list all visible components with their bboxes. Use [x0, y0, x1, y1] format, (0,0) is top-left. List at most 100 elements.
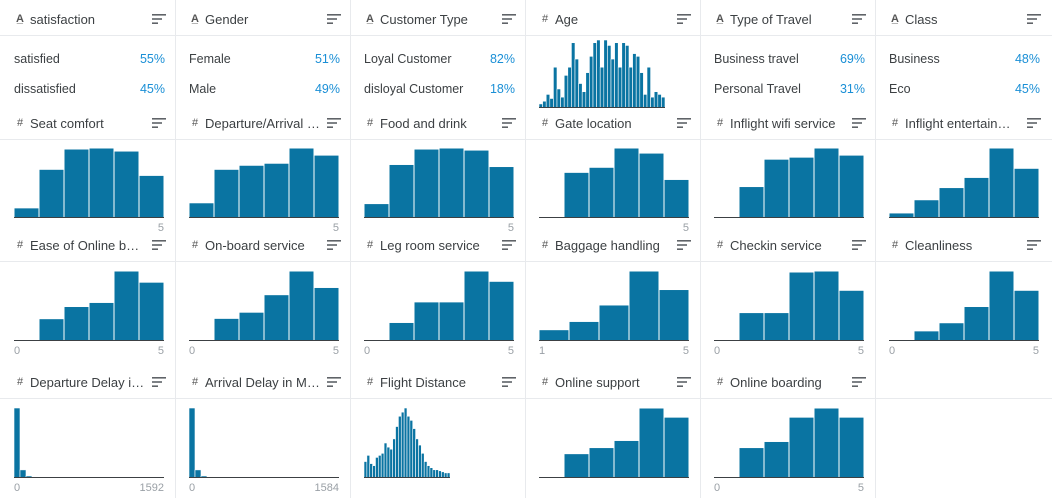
- column-header-cleanliness[interactable]: # Cleanliness: [875, 228, 1050, 262]
- histogram-bar[interactable]: [938, 187, 965, 218]
- histogram-bar[interactable]: [386, 446, 391, 478]
- histogram-bar[interactable]: [563, 171, 590, 218]
- histogram-bar[interactable]: [389, 448, 393, 478]
- histogram-bar[interactable]: [380, 452, 385, 478]
- histogram-bar[interactable]: [213, 168, 240, 218]
- histogram-bar[interactable]: [788, 156, 815, 218]
- histogram-bar[interactable]: [988, 147, 1015, 218]
- histogram-bar[interactable]: [378, 455, 382, 478]
- histogram-bar[interactable]: [423, 461, 428, 478]
- histogram-bar[interactable]: [628, 66, 633, 108]
- histogram-bar[interactable]: [238, 311, 265, 341]
- histogram-bar[interactable]: [663, 178, 689, 218]
- histogram-bar[interactable]: [38, 168, 65, 218]
- histogram-bar[interactable]: [635, 56, 641, 108]
- column-header-inflight-entertainment[interactable]: # Inflight entertainment: [875, 106, 1050, 140]
- column-menu-icon[interactable]: [851, 375, 867, 389]
- histogram-bar[interactable]: [366, 455, 371, 478]
- column-menu-icon[interactable]: [676, 12, 692, 26]
- column-menu-icon[interactable]: [676, 238, 692, 252]
- histogram-bar[interactable]: [488, 280, 514, 341]
- histogram-bar[interactable]: [388, 321, 415, 341]
- histogram-bar[interactable]: [813, 270, 840, 341]
- column-header-gate-location[interactable]: # Gate location: [525, 106, 700, 140]
- column-header-flight-distance[interactable]: # Flight Distance: [350, 365, 525, 399]
- histogram-bar[interactable]: [19, 469, 27, 478]
- histogram-bar[interactable]: [963, 306, 990, 341]
- histogram-bar[interactable]: [589, 56, 594, 108]
- column-menu-icon[interactable]: [851, 238, 867, 252]
- histogram-bar[interactable]: [288, 147, 315, 218]
- histogram-bar[interactable]: [567, 66, 572, 108]
- column-menu-icon[interactable]: [676, 116, 692, 130]
- histogram-bar[interactable]: [189, 407, 196, 478]
- column-menu-icon[interactable]: [501, 238, 517, 252]
- column-header-seat-comfort[interactable]: # Seat comfort: [0, 106, 175, 140]
- column-header-class[interactable]: A̲ Class: [875, 2, 1050, 36]
- histogram-bar[interactable]: [1013, 167, 1039, 218]
- histogram-bar[interactable]: [592, 42, 597, 108]
- histogram-bar[interactable]: [398, 415, 402, 478]
- column-header-age[interactable]: # Age: [525, 2, 700, 36]
- histogram-bar[interactable]: [788, 416, 815, 478]
- histogram-bar[interactable]: [938, 322, 965, 341]
- histogram-bar[interactable]: [88, 301, 115, 341]
- histogram-bar[interactable]: [838, 416, 864, 478]
- histogram-bar[interactable]: [413, 148, 440, 218]
- histogram-bar[interactable]: [238, 164, 265, 218]
- histogram-bar[interactable]: [263, 294, 290, 341]
- column-menu-icon[interactable]: [1026, 12, 1042, 26]
- column-menu-icon[interactable]: [151, 238, 167, 252]
- column-menu-icon[interactable]: [326, 116, 342, 130]
- histogram-bar[interactable]: [788, 271, 815, 341]
- histogram-bar[interactable]: [617, 66, 623, 108]
- histogram-bar[interactable]: [426, 465, 431, 478]
- column-header-arrival-delay-in-minutes[interactable]: # Arrival Delay in Minutes: [175, 365, 350, 399]
- histogram-bar[interactable]: [421, 452, 425, 478]
- histogram-bar[interactable]: [463, 149, 490, 218]
- histogram-bar[interactable]: [288, 270, 315, 341]
- histogram-bar[interactable]: [613, 147, 640, 218]
- histogram-bar[interactable]: [738, 186, 765, 218]
- histogram-bar[interactable]: [628, 270, 660, 341]
- histogram-bar[interactable]: [763, 312, 790, 341]
- histogram-bar[interactable]: [395, 426, 399, 478]
- histogram-bar[interactable]: [263, 162, 290, 218]
- column-header-food-and-drink[interactable]: # Food and drink: [350, 106, 525, 140]
- histogram-bar[interactable]: [406, 415, 411, 478]
- column-menu-icon[interactable]: [501, 375, 517, 389]
- histogram-bar[interactable]: [392, 438, 396, 478]
- histogram-bar[interactable]: [63, 148, 90, 218]
- histogram-bar[interactable]: [585, 72, 590, 108]
- histogram-bar[interactable]: [138, 281, 164, 341]
- histogram-bar[interactable]: [364, 461, 368, 478]
- histogram-bar[interactable]: [400, 411, 405, 478]
- column-menu-icon[interactable]: [501, 116, 517, 130]
- column-header-online-support[interactable]: # Online support: [525, 365, 700, 399]
- histogram-bar[interactable]: [1013, 289, 1039, 341]
- histogram-bar[interactable]: [438, 301, 465, 341]
- histogram-bar[interactable]: [14, 207, 40, 218]
- histogram-bar[interactable]: [738, 447, 765, 478]
- histogram-bar[interactable]: [372, 465, 376, 478]
- histogram-bar[interactable]: [364, 203, 390, 218]
- histogram-bar[interactable]: [418, 444, 422, 478]
- histogram-bar[interactable]: [646, 66, 651, 108]
- column-header-ease-of-online-booking[interactable]: # Ease of Online booking: [0, 228, 175, 262]
- histogram-bar[interactable]: [632, 53, 637, 108]
- histogram-bar[interactable]: [438, 147, 465, 218]
- histogram-bar[interactable]: [598, 304, 630, 341]
- column-menu-icon[interactable]: [151, 375, 167, 389]
- column-header-checkin-service[interactable]: # Checkin service: [700, 228, 875, 262]
- histogram-bar[interactable]: [88, 147, 115, 218]
- histogram-bar[interactable]: [913, 199, 940, 218]
- column-header-baggage-handling[interactable]: # Baggage handling: [525, 228, 700, 262]
- column-menu-icon[interactable]: [851, 12, 867, 26]
- histogram-bar[interactable]: [603, 39, 608, 108]
- column-menu-icon[interactable]: [326, 238, 342, 252]
- histogram-bar[interactable]: [113, 270, 140, 341]
- column-menu-icon[interactable]: [151, 116, 167, 130]
- histogram-bar[interactable]: [588, 166, 615, 218]
- histogram-bar[interactable]: [375, 457, 379, 478]
- histogram-bar[interactable]: [639, 72, 644, 108]
